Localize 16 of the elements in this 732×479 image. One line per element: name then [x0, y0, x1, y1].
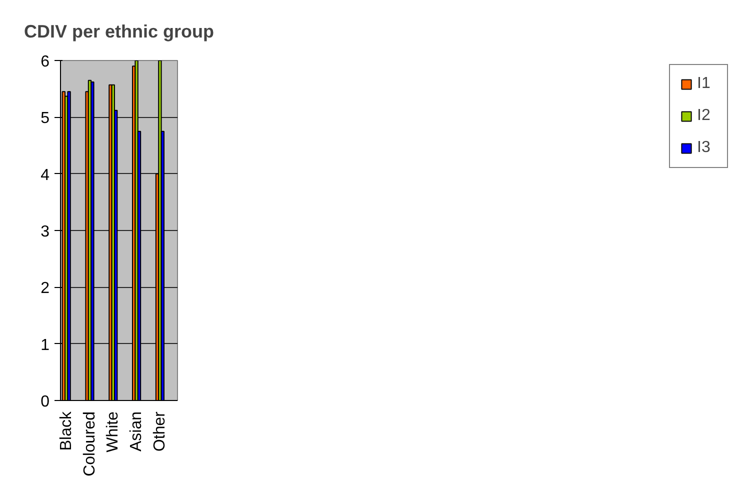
- x-tick-label: Black: [58, 410, 75, 451]
- x-tick-label: Asian: [128, 411, 146, 452]
- chart-title: CDIV per ethnic group: [24, 22, 214, 42]
- x-tick-label: Other: [151, 410, 168, 452]
- x-tick-label: White: [104, 411, 122, 452]
- y-tick-label: 2: [40, 280, 50, 298]
- y-tick-label: 3: [40, 224, 50, 240]
- legend-label: I1: [697, 75, 712, 93]
- legend-label: I2: [697, 107, 712, 125]
- y-tick-label: 5: [40, 110, 50, 128]
- x-tick-label: Coloured: [81, 411, 98, 476]
- y-tick-label: 0: [40, 394, 50, 410]
- y-tick-label: 6: [40, 54, 50, 70]
- y-tick-label: 4: [40, 166, 50, 184]
- legend-label: I3: [697, 139, 712, 157]
- y-tick-label: 1: [40, 336, 50, 354]
